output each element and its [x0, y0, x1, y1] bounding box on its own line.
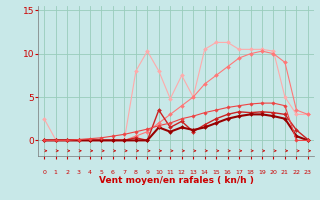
- X-axis label: Vent moyen/en rafales ( kn/h ): Vent moyen/en rafales ( kn/h ): [99, 176, 253, 185]
